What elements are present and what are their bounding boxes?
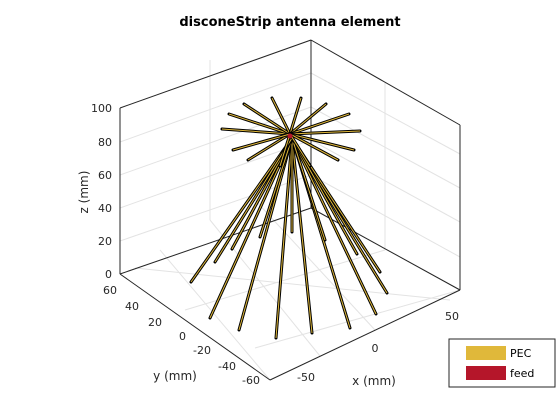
cone-strip [190,137,293,283]
disc-strip [279,133,291,167]
disc-strip [247,133,291,161]
z-tick-label: 60 [98,169,112,182]
cone-strip [259,137,293,238]
y-tick-label: 0 [179,330,186,343]
y-tick-label: -60 [242,374,260,387]
disc-strip [228,113,291,135]
y-tick-label: 20 [148,316,162,329]
disc-strip [232,133,291,151]
y-tick-label: -20 [193,344,211,357]
feed-point [287,133,293,139]
disc-strip [289,133,339,161]
z-axis-label: z (mm) [77,171,91,214]
disc-strip [289,103,327,135]
y-tick-label: 40 [125,300,139,313]
x-tick-label: 50 [445,310,459,323]
cone-strip [291,137,326,241]
disc-strip [289,113,350,135]
z-tick-label: 0 [105,268,112,281]
cone-strip [291,137,313,334]
disc-strip [289,130,361,135]
z-tick-label: 100 [91,102,112,115]
disc-strip [289,133,311,167]
z-axis-ticks: 0 20 40 60 80 100 [91,102,112,281]
y-axis-label: y (mm) [153,369,197,383]
y-tick-label: -40 [218,360,236,373]
y-tick-label: 60 [103,284,117,297]
cone-strip [275,137,293,339]
y-axis-ticks: 60 40 20 0 -20 -40 -60 [103,284,260,387]
discone-antenna [189,96,389,340]
legend-label-pec: PEC [510,347,532,360]
legend-swatch-feed [466,366,506,380]
disc-strip [289,97,302,135]
disc-strip [221,128,291,135]
z-tick-label: 20 [98,235,112,248]
figure-title: disconeStrip antenna element [179,15,400,30]
legend: PEC feed [448,338,556,388]
x-axis-ticks: -50 0 50 [297,310,459,384]
x-axis-label: x (mm) [352,374,396,388]
cone-strip [214,137,293,263]
cone-strip [209,137,293,319]
grid-lines [119,39,461,381]
disc-strip [243,103,291,135]
legend-swatch-pec [466,346,506,360]
legend-label-feed: feed [510,367,534,380]
z-tick-label: 40 [98,202,112,215]
x-tick-label: 0 [372,342,379,355]
z-tick-label: 80 [98,136,112,149]
disc-strip [289,133,355,151]
disc-strip [271,97,291,135]
axes-box [119,39,461,381]
x-tick-label: -50 [297,371,315,384]
cone-strip [291,137,377,315]
